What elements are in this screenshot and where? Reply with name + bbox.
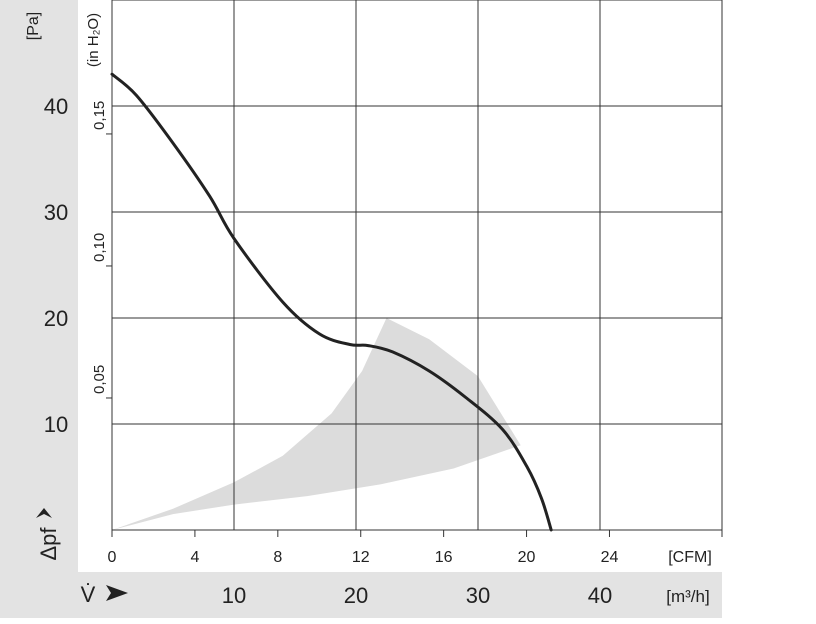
y-tick-pa: 30	[44, 200, 68, 225]
grid	[106, 0, 723, 537]
y-tick-inh2o: 0,05	[91, 365, 108, 394]
y-unit-secondary: (in H₂O)	[85, 13, 102, 67]
plot-frame	[111, 0, 723, 531]
y-tick-pa: 40	[44, 94, 68, 119]
x-tick-cfm: 8	[273, 549, 282, 566]
x-tick-m3h: 30	[466, 583, 490, 608]
y-axis-symbol: Δpf	[36, 527, 61, 561]
y-tick-inh2o: 0,10	[91, 233, 108, 262]
x-tick-cfm: 12	[352, 549, 370, 566]
x-unit-secondary: [m³/h]	[666, 587, 709, 606]
tick-labels: 10 20 30 40 0,05 0,10 0,15 0 4 8 12 16 20 24 10 20 30 40	[44, 94, 619, 608]
fan-curve	[110, 72, 553, 532]
y-tick-pa: 10	[44, 412, 68, 437]
x-unit-primary: [CFM]	[668, 549, 712, 566]
y-tick-inh2o: 0,15	[91, 101, 108, 130]
x-tick-cfm: 24	[601, 549, 619, 566]
x-arrow-icon	[106, 585, 128, 601]
x-tick-cfm: 20	[518, 549, 536, 566]
operating-region	[112, 318, 521, 530]
fan-curve-line	[110, 72, 553, 532]
y-tick-pa: 20	[44, 306, 68, 331]
x-tick-m3h: 10	[222, 583, 246, 608]
x-tick-cfm: 4	[190, 549, 199, 566]
x-tick-m3h: 20	[344, 583, 368, 608]
x-tick-cfm: 0	[108, 549, 117, 566]
left-axis-band	[0, 0, 78, 600]
y-arrow-icon	[36, 508, 52, 518]
x-tick-cfm: 16	[435, 549, 453, 566]
x-tick-m3h: 40	[588, 583, 612, 608]
x-axis-symbol: V̇	[81, 582, 96, 607]
y-unit-primary: [Pa]	[25, 12, 42, 40]
operating-region-shape	[112, 318, 521, 530]
secondary-axis-area	[78, 0, 112, 572]
